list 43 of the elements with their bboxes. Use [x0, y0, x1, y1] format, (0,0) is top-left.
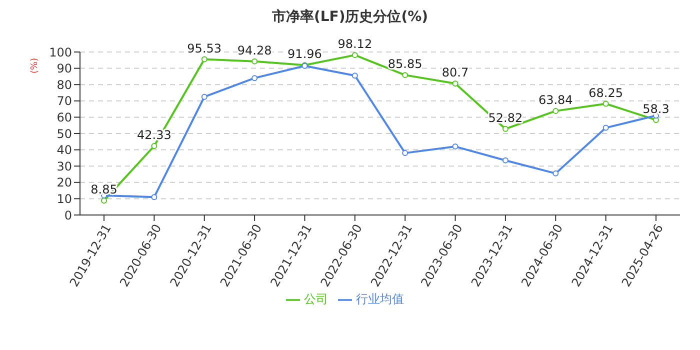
data-label: 85.85 [388, 57, 422, 72]
point [352, 72, 358, 79]
data-label: 91.96 [288, 47, 322, 62]
y-tick-label: 20 [56, 176, 72, 190]
data-label: 58.3 [642, 102, 670, 116]
point [552, 108, 559, 114]
y-tick-label: 100 [49, 45, 72, 60]
point [452, 144, 458, 150]
point [552, 170, 559, 176]
y-tick-label: 0 [64, 208, 72, 222]
point [602, 124, 609, 131]
point [151, 143, 158, 149]
point [252, 75, 258, 82]
legend-label: 公司 [304, 292, 328, 306]
point [502, 157, 508, 164]
data-label: 98.12 [338, 37, 372, 52]
point [151, 194, 158, 200]
y-tick-label: 40 [56, 143, 72, 158]
point [402, 150, 408, 156]
point [201, 56, 208, 62]
legend-label: 行业均值 [356, 292, 404, 306]
point [602, 100, 609, 107]
y-tick-label: 30 [56, 159, 72, 174]
y-tick-label: 60 [56, 110, 72, 124]
chart-title: 市净率(LF)历史分位(%) [270, 8, 430, 26]
point [201, 94, 208, 100]
y-tick-label: 70 [56, 94, 72, 108]
y-tick-label: 50 [56, 126, 72, 141]
data-label: 63.84 [538, 92, 573, 107]
data-label: 95.53 [187, 41, 222, 56]
point [452, 80, 458, 86]
y-tick-label: 80 [56, 78, 72, 92]
point [252, 58, 258, 64]
data-label: 94.28 [237, 43, 272, 58]
y-tick-label: 90 [56, 62, 72, 76]
point [352, 52, 358, 58]
point [402, 72, 408, 78]
data-label: 80.7 [442, 65, 469, 80]
y-axis-title: (%) [30, 58, 40, 74]
point [502, 126, 508, 132]
data-label: 68.25 [588, 86, 623, 100]
point [101, 198, 107, 204]
y-tick-label: 10 [56, 192, 72, 206]
